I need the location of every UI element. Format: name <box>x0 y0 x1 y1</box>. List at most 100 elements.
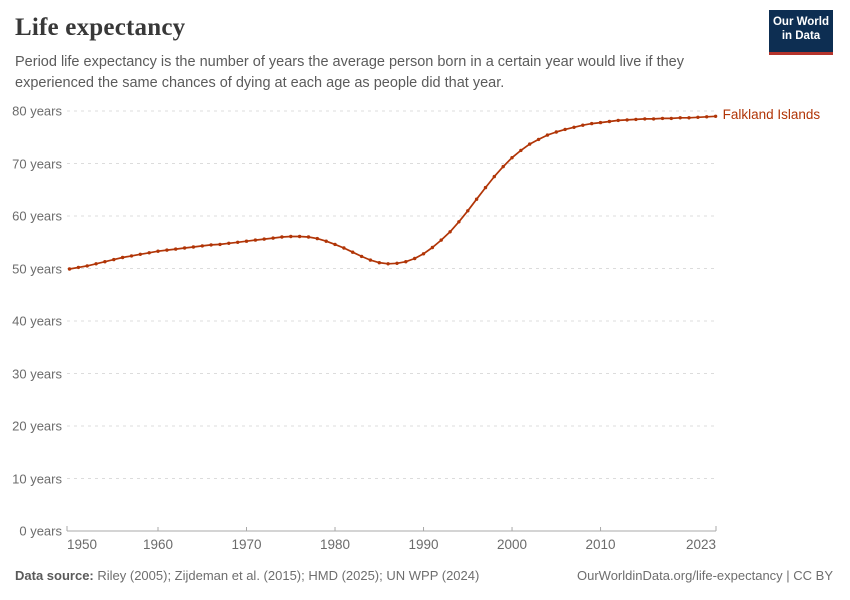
y-axis-tick-label: 60 years <box>12 208 62 224</box>
chart-subtitle: Period life expectancy is the number of … <box>15 52 725 94</box>
series-point <box>200 244 204 248</box>
series-point <box>590 121 594 126</box>
series-point <box>413 256 417 261</box>
data-source-label: Data source: <box>15 568 94 583</box>
series-point <box>634 117 638 122</box>
subtitle-line-1: Period life expectancy is the number of … <box>15 54 684 70</box>
series-point <box>713 114 718 119</box>
page-title: Life expectancy <box>15 14 186 41</box>
series-point <box>351 250 355 254</box>
y-axis-tick-label: 30 years <box>12 366 62 381</box>
x-axis-tick-label: 1950 <box>67 537 98 552</box>
series-point <box>182 246 187 250</box>
series-point <box>421 252 426 256</box>
series-point <box>492 174 496 179</box>
series-point <box>297 234 302 239</box>
series-point <box>253 238 258 242</box>
series-point <box>120 255 125 260</box>
series-point <box>280 235 284 239</box>
x-axis-tick-label: 1970 <box>231 537 262 552</box>
y-axis-tick-label: 40 years <box>12 313 62 329</box>
series-point <box>67 267 72 271</box>
series-point <box>209 243 213 247</box>
series-point <box>368 258 373 262</box>
series-point <box>651 117 656 121</box>
series-point <box>519 148 523 153</box>
series-point <box>147 251 151 255</box>
series-point <box>510 156 514 160</box>
series-point <box>227 241 231 245</box>
series-point <box>174 247 178 251</box>
series-point <box>404 260 408 264</box>
series-point <box>501 164 505 169</box>
series-point <box>554 130 558 134</box>
series-point <box>138 252 142 256</box>
chart-footer: Data source: Riley (2005); Zijdeman et a… <box>15 568 833 583</box>
data-source-text: Riley (2005); Zijdeman et al. (2015); HM… <box>93 568 480 583</box>
series-point <box>76 265 81 270</box>
series-point <box>669 116 673 121</box>
series-point <box>156 249 160 253</box>
series-point <box>103 260 107 264</box>
series-point <box>448 230 452 234</box>
series-point <box>377 261 381 265</box>
series-point <box>705 115 709 119</box>
x-axis-tick-label: 1990 <box>408 537 439 552</box>
series-point <box>643 117 647 121</box>
series-point <box>85 264 89 268</box>
logo-line-2: in Data <box>781 30 821 42</box>
y-axis-tick-label: 10 years <box>12 471 62 486</box>
series-point <box>333 242 337 247</box>
series-point <box>395 261 399 265</box>
series-line <box>68 115 717 270</box>
series-point <box>94 262 98 266</box>
series-point <box>536 137 541 142</box>
series-point <box>386 262 390 266</box>
series-point <box>696 115 700 120</box>
series-point <box>439 238 443 242</box>
series-point <box>112 257 116 262</box>
series-point <box>563 127 567 132</box>
series-point <box>129 254 134 258</box>
footer-link[interactable]: OurWorldinData.org/life-expectancy | CC … <box>576 568 833 583</box>
series-point <box>678 116 682 120</box>
y-axis-tick-label: 50 years <box>12 261 62 276</box>
series-point <box>236 240 240 244</box>
series-point <box>483 185 488 190</box>
x-axis-tick-label: 1960 <box>142 537 174 552</box>
series-point <box>607 119 612 124</box>
series-point <box>545 133 550 137</box>
x-axis-tick-label: 1980 <box>319 537 351 552</box>
series-point <box>528 142 532 146</box>
y-axis-tick-label: 70 years <box>12 156 62 171</box>
series-point <box>342 246 346 250</box>
series-point <box>244 239 249 243</box>
series-point <box>457 220 461 224</box>
series-point <box>306 235 311 239</box>
series-point <box>474 197 479 201</box>
logo-line-1: Our World <box>772 16 829 28</box>
x-axis-tick-label: 2000 <box>497 537 528 552</box>
series-point <box>687 116 691 120</box>
series-point <box>289 234 293 239</box>
x-axis-tick-label: 2023 <box>685 537 716 552</box>
series-point <box>430 245 435 250</box>
series-point <box>616 118 620 123</box>
series-point <box>660 116 665 121</box>
series-point <box>262 237 266 241</box>
series-point <box>191 245 196 249</box>
owid-logo: Our World in Data <box>769 10 833 55</box>
series-point <box>598 120 603 125</box>
subtitle-line-2: experienced the same chances of dying at… <box>15 75 505 91</box>
series-point <box>165 248 169 252</box>
series-point <box>271 236 275 240</box>
series-point <box>315 236 319 241</box>
series-point <box>324 239 328 243</box>
y-axis-tick-label: 0 years <box>19 523 62 539</box>
series-point <box>466 209 470 213</box>
series-point <box>359 254 364 259</box>
series-label-falkland-islands: Falkland Islands <box>722 107 821 123</box>
